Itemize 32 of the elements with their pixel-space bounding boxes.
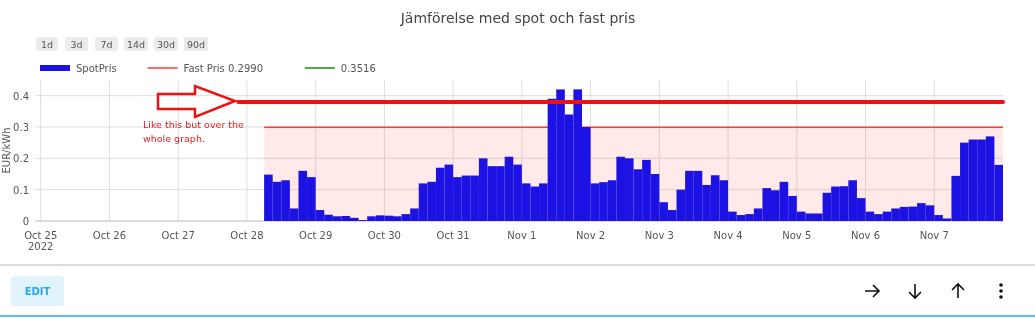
x-tick-label: Nov 6: [851, 230, 881, 241]
x-tick-label: Nov 4: [713, 230, 743, 241]
y-tick-label: 0.3: [13, 122, 29, 133]
x-tick-label: Oct 25 2022: [24, 230, 58, 252]
x-tick-label: Oct 27: [161, 230, 195, 241]
legend-label: 0.3516: [340, 63, 376, 74]
text: 3d: [70, 39, 83, 50]
y-tick-label: 0.2: [13, 153, 29, 165]
text: 14d: [126, 39, 146, 50]
x-tick-label: Oct 30: [367, 230, 401, 241]
chart-title: Jämförelse med spot och fast pris: [399, 10, 636, 26]
x-tick-label: Oct 29: [299, 230, 333, 241]
x-tick-label: Nov 1: [507, 230, 537, 241]
x-tick-label: Nov 7: [919, 230, 949, 241]
x-tick-label: Oct 31: [436, 230, 470, 241]
y-axis-title: EUR/kWh: [1, 127, 12, 174]
y-tick-label: 0.4: [13, 90, 29, 102]
text: 7d: [100, 39, 113, 50]
text: EDIT: [24, 286, 51, 297]
text: 1d: [40, 39, 54, 50]
x-tick-label: Oct 28: [230, 230, 264, 241]
y-tick-label: 0: [22, 216, 29, 227]
x-tick-label: Nov 3: [644, 230, 674, 241]
legend-label: SpotPris: [76, 63, 117, 74]
legend-label: Fast Pris 0.2990: [183, 63, 264, 74]
text: 90d: [186, 39, 206, 50]
text: 30d: [156, 39, 176, 50]
y-tick-label: 0.1: [13, 184, 29, 196]
x-tick-label: Oct 26: [92, 230, 127, 241]
x-tick-label: Nov 5: [782, 230, 812, 241]
x-tick-label: Nov 2: [576, 230, 606, 241]
annotation: Like this but over the whole graph.: [143, 119, 245, 144]
